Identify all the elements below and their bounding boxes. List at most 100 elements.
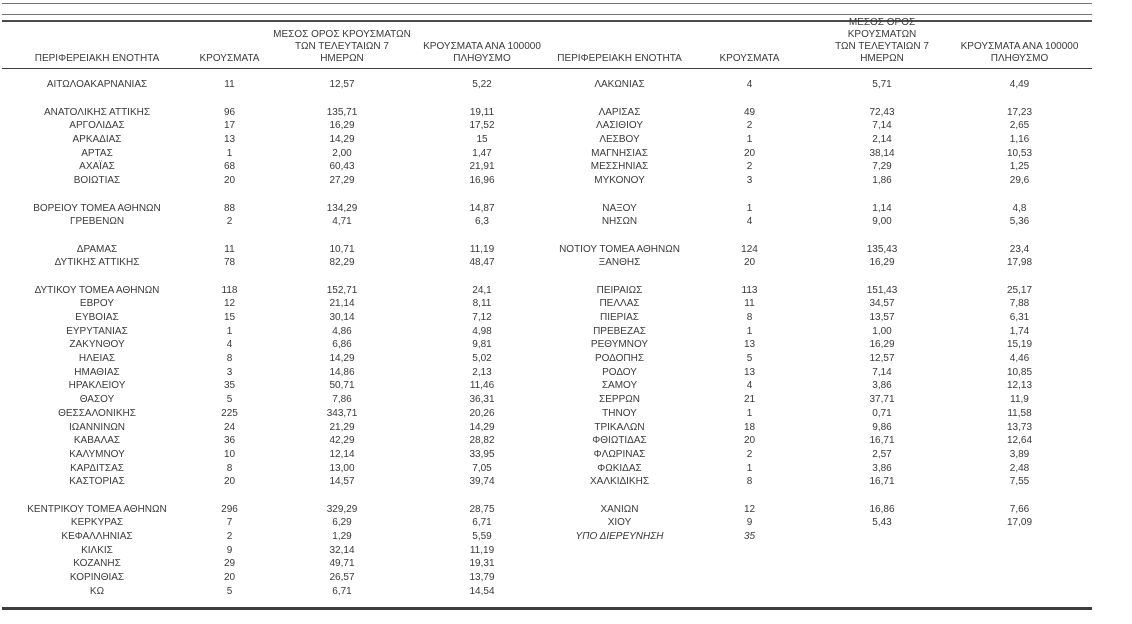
cell-avg7: 1,14 [872, 202, 892, 214]
cell-per100k: 5,59 [472, 531, 492, 543]
cell-per100k: 13,79 [469, 572, 495, 584]
cell-per100k: 16,96 [469, 175, 495, 187]
table-row: ΤΡΙΚΑΛΩΝ 18 9,86 13,73 [557, 420, 1092, 434]
cell-region: ΕΒΡΟΥ [79, 298, 115, 310]
table-row: ΑΡΓΟΛΙΔΑΣ 17 16,29 17,52 [2, 119, 547, 133]
cell-avg7: 14,57 [329, 476, 355, 488]
table-row: ΔΡΑΜΑΣ 11 10,71 11,19 [2, 242, 547, 256]
cell-region: ΘΑΣΟΥ [79, 394, 115, 406]
cell-region: ΦΛΩΡΙΝΑΣ [593, 448, 646, 460]
cell-per100k: 1,16 [1009, 134, 1030, 146]
cell-per100k: 14,29 [469, 421, 495, 433]
cell-region: ΝΟΤΙΟΥ ΤΟΜΕΑ ΑΘΗΝΩΝ [559, 243, 680, 255]
cell-per100k: 4,49 [1009, 79, 1030, 91]
cell-cases: 296 [221, 503, 238, 515]
table-row: ΚΩ 5 6,71 14,54 [2, 584, 547, 598]
cell-per100k: 10,53 [1006, 147, 1033, 159]
cell-region: ΠΕΙΡΑΙΩΣ [596, 284, 643, 296]
cell-per100k: 28,75 [469, 503, 495, 515]
cell-region: ΒΟΡΕΙΟΥ ΤΟΜΕΑ ΑΘΗΝΩΝ [33, 202, 161, 214]
table-row [557, 229, 1092, 243]
cell-region: ΝΗΣΩΝ [601, 216, 638, 228]
cell-avg7: 12,57 [869, 353, 895, 365]
table-row: ΔΥΤΙΚΗΣ ΑΤΤΙΚΗΣ 78 82,29 48,47 [2, 256, 547, 270]
cell-per100k: 4,98 [472, 325, 492, 337]
cell-cases: 11 [224, 79, 235, 91]
cell-cases: 9 [226, 544, 233, 556]
right-table-rows: ΛΑΚΩΝΙΑΣ 4 5,71 4,49 ΛΑΡΙΣΑΣ 49 72,43 17,23 ΛΑΣΙ… [557, 78, 1092, 598]
cell-per100k: 6,31 [1009, 312, 1030, 324]
table-row: ΜΥΚΟΝΟΥ 3 1,86 29,6 [557, 174, 1092, 188]
table-row: ΒΟΡΕΙΟΥ ΤΟΜΕΑ ΑΘΗΝΩΝ 88 134,29 14,87 [2, 201, 547, 215]
cell-cases: 20 [743, 147, 756, 159]
cell-cases: 49 [743, 106, 756, 118]
cell-avg7: 16,29 [329, 120, 355, 132]
table-row: ΧΑΝΙΩΝ 12 16,86 7,66 [557, 502, 1092, 516]
cell-cases: 4 [746, 216, 753, 228]
cell-avg7: 6,29 [332, 517, 352, 529]
table-row: ΚΟΡΙΝΘΙΑΣ 20 26,57 13,79 [2, 571, 547, 585]
cell-per100k: 1,25 [1009, 161, 1030, 173]
cell-cases: 10 [223, 448, 236, 460]
cell-region: ΗΡΑΚΛΕΙΟΥ [68, 380, 126, 392]
table-row: ΣΕΡΡΩΝ 21 37,71 11,9 [557, 393, 1092, 407]
table-row: ΛΑΚΩΝΙΑΣ 4 5,71 4,49 [557, 78, 1092, 92]
cell-region: ΛΕΣΒΟΥ [599, 134, 640, 146]
table-row [557, 543, 1092, 557]
cell-avg7: 14,29 [329, 134, 355, 146]
table-row: ΗΡΑΚΛΕΙΟΥ 35 50,71 11,46 [2, 379, 547, 393]
cell-region: ΧΑΛΚΙΔΙΚΗΣ [590, 476, 649, 488]
cell-cases: 124 [741, 243, 758, 255]
cell-per100k: 20,26 [469, 407, 495, 419]
cell-per100k: 7,12 [472, 312, 492, 324]
cell-per100k: 12,64 [1006, 435, 1033, 447]
cell-cases: 20 [743, 435, 756, 447]
cell-region: ΒΟΙΩΤΙΑΣ [73, 175, 121, 187]
table-row: ΑΙΤΩΛΟΑΚΑΡΝΑΝΙΑΣ 11 12,57 5,22 [2, 78, 547, 92]
bottom-rule [2, 607, 1092, 611]
cell-avg7: 42,29 [329, 435, 355, 447]
table-row: ΔΥΤΙΚΟΥ ΤΟΜΕΑ ΑΘΗΝΩΝ 118 152,71 24,1 [2, 283, 547, 297]
cell-avg7: 16,29 [869, 257, 895, 269]
cell-avg7: 72,43 [869, 106, 895, 118]
cell-per100k: 33,95 [469, 448, 495, 460]
cell-region: ΚΑΒΑΛΑΣ [73, 435, 121, 447]
cell-region: ΚΩ [89, 585, 105, 597]
table-row: ΕΥΡΥΤΑΝΙΑΣ 1 4,86 4,98 [2, 324, 547, 338]
table-row: ΘΑΣΟΥ 5 7,86 36,31 [2, 393, 547, 407]
table-row: ΠΕΙΡΑΙΩΣ 113 151,43 25,17 [557, 283, 1092, 297]
cell-cases: 225 [221, 407, 238, 419]
cell-region: ΜΑΓΝΗΣΙΑΣ [591, 147, 648, 159]
cell-avg7: 10,71 [329, 243, 355, 255]
cell-region: ΚΕΡΚΥΡΑΣ [70, 517, 124, 529]
column-header-per100k-left: ΚΡΟΥΣΜΑΤΑ ΑΝΑ 100000 ΠΛΗΘΥΣΜΟ [423, 41, 541, 64]
cell-region: ΚΟΖΑΝΗΣ [73, 558, 121, 570]
cell-per100k: 11,58 [1007, 407, 1032, 419]
cell-avg7: 134,29 [326, 202, 358, 214]
cell-avg7: 26,57 [329, 572, 355, 584]
cell-region: ΚΑΡΔΙΤΣΑΣ [70, 462, 124, 474]
cell-per100k: 17,52 [469, 120, 495, 132]
cell-avg7: 0,71 [872, 407, 892, 419]
cell-region: ΚΕΦΑΛΛΗΝΙΑΣ [61, 531, 133, 543]
cell-region: ΜΥΚΟΝΟΥ [594, 175, 645, 187]
table-gap [547, 22, 557, 68]
column-header-cases-right: ΚΡΟΥΣΜΑΤΑ [719, 53, 780, 64]
table-row [557, 92, 1092, 106]
cell-avg7: 38,14 [869, 147, 895, 159]
cell-region: ΔΡΑΜΑΣ [76, 243, 118, 255]
cell-avg7: 16,86 [869, 503, 895, 515]
cell-cases: 8 [226, 353, 233, 365]
cell-avg7: 7,14 [872, 120, 892, 132]
cell-region: ΔΥΤΙΚΗΣ ΑΤΤΙΚΗΣ [54, 257, 140, 269]
table-row [557, 188, 1092, 202]
top-rule-2 [2, 14, 1092, 15]
column-header-per100k-right: ΚΡΟΥΣΜΑΤΑ ΑΝΑ 100000 ΠΛΗΘΥΣΜΟ [960, 41, 1079, 64]
cell-cases: 118 [221, 284, 238, 296]
cell-region: ΚΕΝΤΡΙΚΟΥ ΤΟΜΕΑ ΑΘΗΝΩΝ [27, 503, 167, 515]
cell-cases: 20 [223, 476, 236, 488]
cell-per100k: 19,31 [469, 558, 495, 570]
table-row: ΦΘΙΩΤΙΔΑΣ 20 16,71 12,64 [557, 434, 1092, 448]
table-row: ΚΙΛΚΙΣ 9 32,14 11,19 [2, 543, 547, 557]
cell-avg7: 6,86 [332, 339, 352, 351]
